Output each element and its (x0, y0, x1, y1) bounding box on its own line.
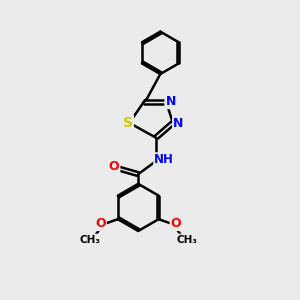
Text: O: O (171, 217, 181, 230)
Text: CH₃: CH₃ (176, 235, 197, 244)
Text: N: N (165, 95, 176, 108)
Text: N: N (173, 117, 184, 130)
Text: O: O (95, 217, 106, 230)
Text: NH: NH (154, 153, 174, 166)
Text: CH₃: CH₃ (79, 235, 100, 244)
Text: O: O (109, 160, 119, 173)
Text: S: S (123, 116, 133, 130)
